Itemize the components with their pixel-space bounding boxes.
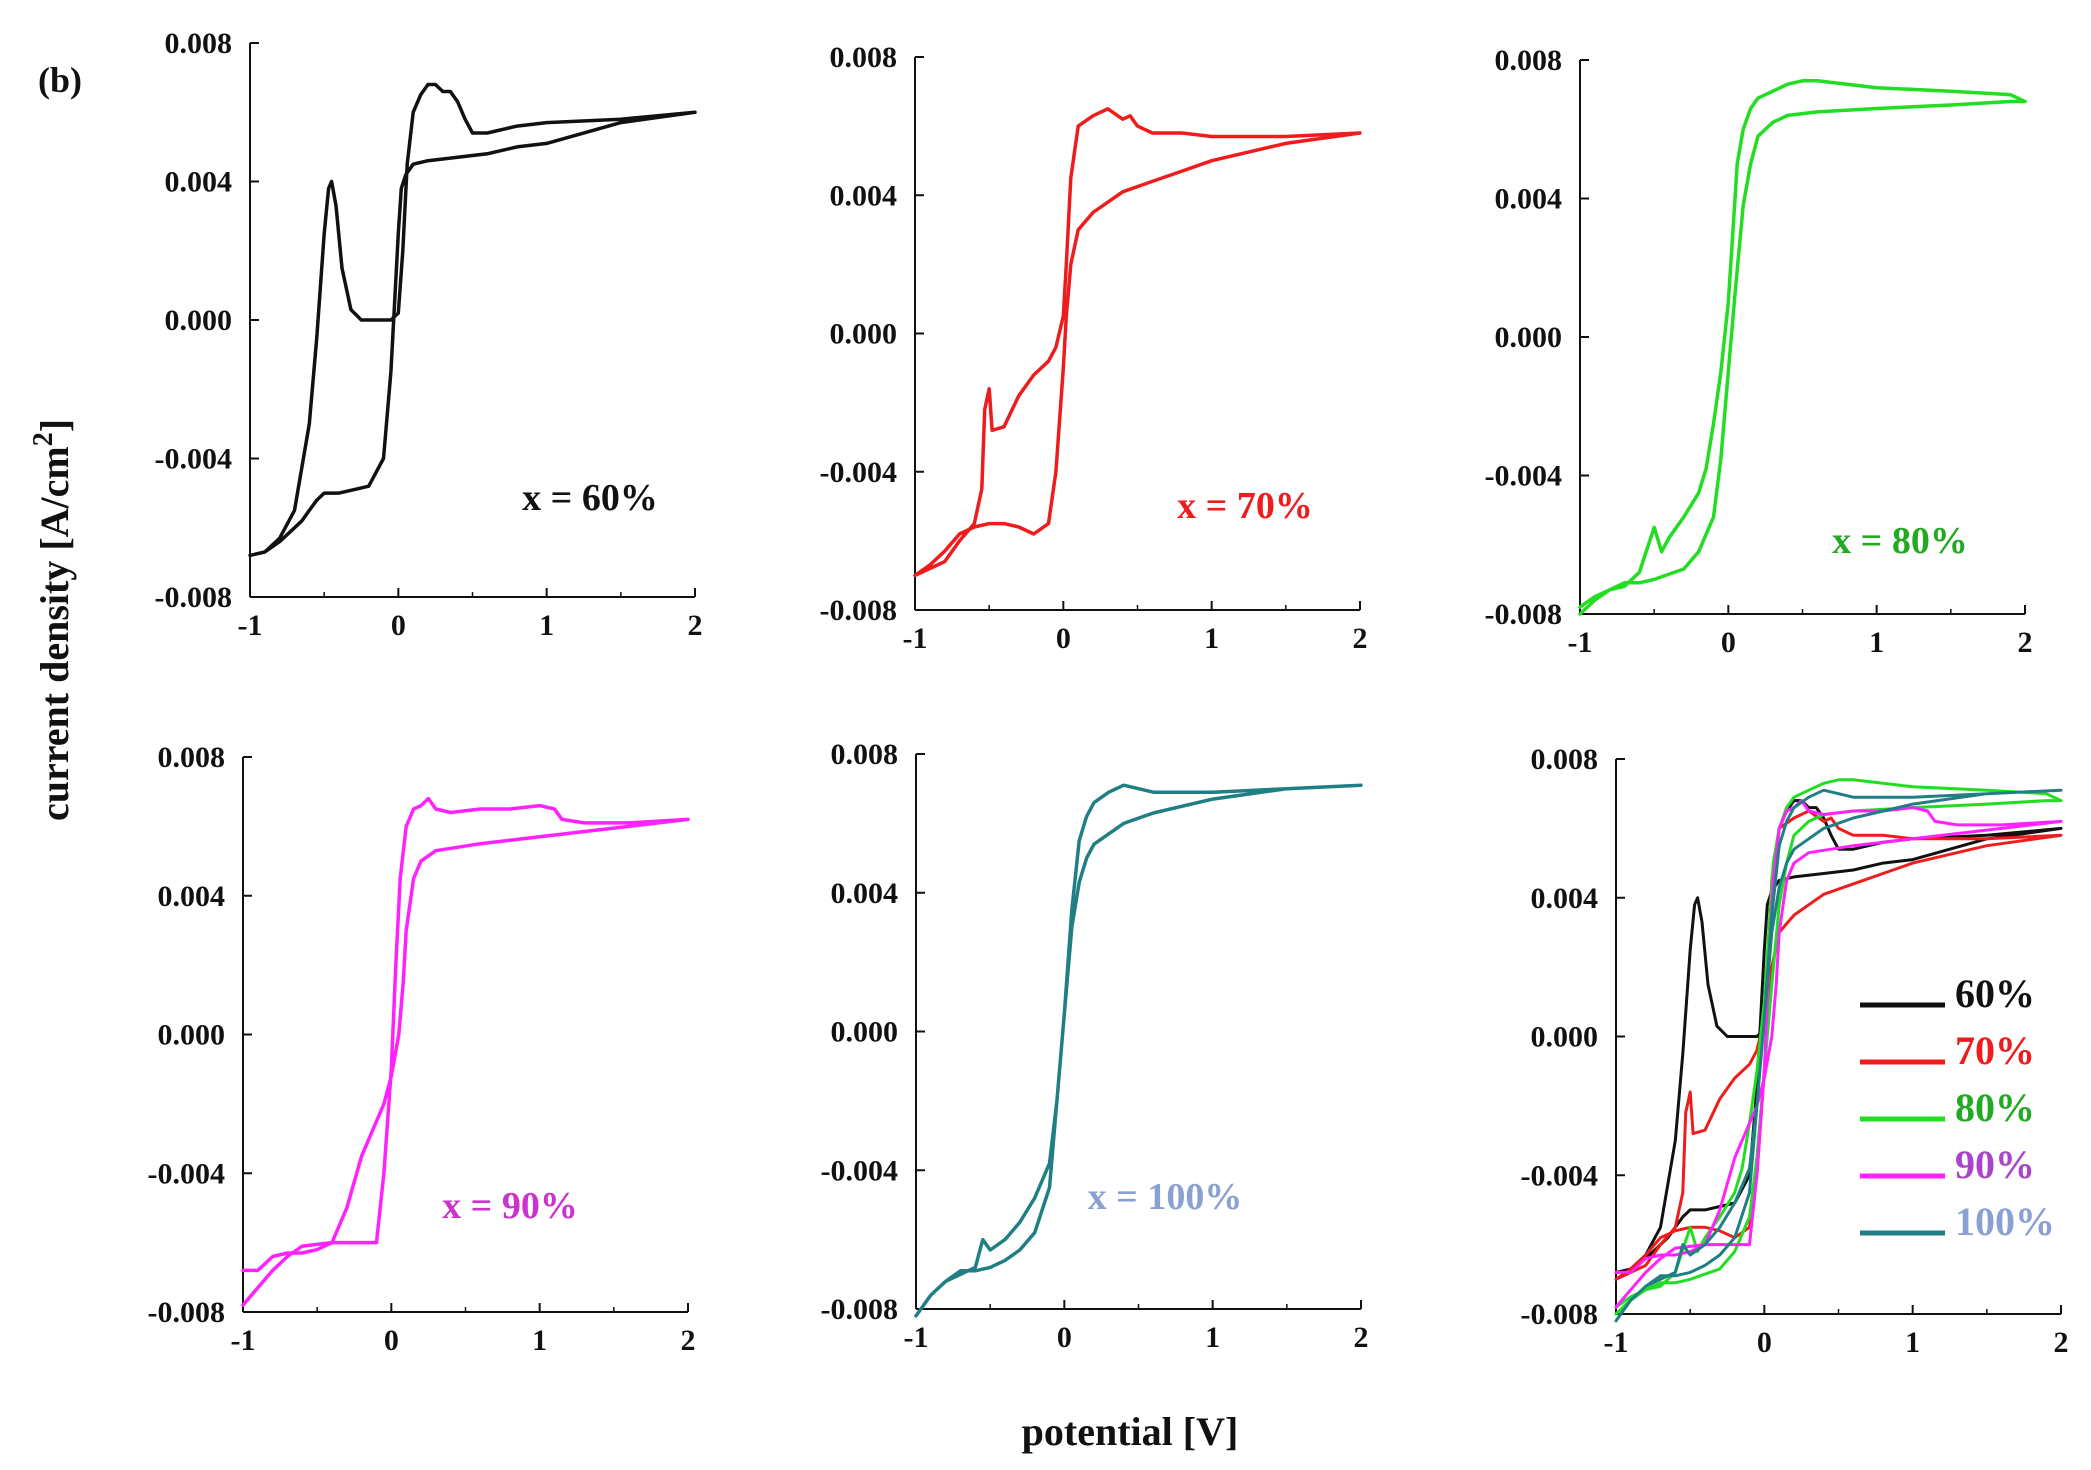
y-tick-label: -0.008: [155, 581, 233, 614]
y-tick-label: 0.008: [1531, 743, 1599, 776]
panel-label: x = 60%: [522, 477, 658, 519]
series-line-100pct: [1614, 788, 2063, 1323]
y-tick-label: -0.008: [820, 594, 898, 627]
x-tick-label: 2: [681, 1324, 696, 1357]
y-tick-label: 0.004: [831, 877, 899, 910]
x-tick-label: 2: [1353, 622, 1368, 655]
y-tick-label: -0.004: [821, 1154, 899, 1187]
y-tick-label: 0.000: [1531, 1021, 1599, 1054]
y-axis-title: current density [A/cm2]: [28, 419, 77, 821]
y-tick-label: 0.004: [158, 880, 226, 913]
series-line-100pct: [914, 783, 1363, 1318]
x-tick-label: 1: [1205, 1321, 1220, 1354]
legend-label: 90%: [1955, 1142, 2035, 1187]
x-tick-label: 0: [384, 1324, 399, 1357]
y-tick-label: 0.008: [158, 741, 226, 774]
y-tick-label: 0.004: [1495, 183, 1563, 216]
y-tick-label: -0.004: [148, 1157, 226, 1190]
figure-label: (b): [38, 60, 82, 100]
y-tick-label: 0.000: [831, 1016, 899, 1049]
y-axis-title-sup: 2: [28, 432, 59, 446]
panel-label: x = 100%: [1088, 1176, 1243, 1218]
y-axis-title-main: current density [A/cm: [32, 446, 77, 821]
y-tick-label: 0.000: [1495, 321, 1563, 354]
series-line-80pct: [1578, 79, 2027, 616]
y-tick-label: 0.004: [1531, 882, 1599, 915]
y-tick-label: -0.008: [821, 1293, 899, 1326]
x-tick-label: -1: [1604, 1326, 1629, 1359]
y-tick-label: -0.004: [820, 456, 898, 489]
y-tick-label: 0.000: [158, 1019, 226, 1052]
y-tick-label: -0.008: [1521, 1298, 1599, 1331]
series-line-90pct: [241, 796, 690, 1307]
chart-panel-5: 0.008 0.004 0.000 -0.004 -0.008-1 0 1 2 x = 100%: [821, 738, 1369, 1354]
x-tick-label: 1: [1204, 622, 1219, 655]
x-tick-label: 2: [688, 609, 703, 642]
panel-label: x = 80%: [1832, 520, 1968, 562]
y-tick-label: 0.000: [830, 318, 898, 351]
legend-label: 80%: [1955, 1085, 2035, 1130]
y-tick-label: 0.004: [830, 179, 898, 212]
x-tick-label: 1: [1869, 626, 1884, 659]
x-tick-label: -1: [231, 1324, 256, 1357]
panel-label: x = 70%: [1177, 485, 1313, 527]
x-tick-label: -1: [904, 1321, 929, 1354]
x-axis-title: potential [V]: [1022, 1409, 1239, 1454]
x-tick-label: 0: [1757, 1326, 1772, 1359]
y-tick-label: 0.004: [165, 166, 233, 199]
y-tick-label: -0.004: [1521, 1159, 1599, 1192]
x-tick-label: 0: [1057, 1321, 1072, 1354]
series-line-60pct: [248, 82, 697, 558]
x-tick-label: -1: [1568, 626, 1593, 659]
series-line-90pct: [1614, 799, 2063, 1309]
y-tick-label: 0.000: [165, 304, 233, 337]
series-line-80pct: [1614, 778, 2063, 1316]
x-tick-label: 1: [1905, 1326, 1920, 1359]
y-tick-label: -0.008: [148, 1296, 226, 1329]
x-tick-label: 1: [539, 609, 554, 642]
x-tick-label: 2: [2018, 626, 2033, 659]
y-tick-label: 0.008: [165, 27, 233, 60]
x-tick-label: 0: [1056, 622, 1071, 655]
legend-label: 70%: [1955, 1028, 2035, 1073]
chart-panel-2: 0.008 0.004 0.000 -0.004 -0.008-1 0 1 2 x = 70%: [820, 41, 1368, 655]
x-tick-label: 1: [532, 1324, 547, 1357]
panel-label: x = 90%: [442, 1185, 578, 1227]
y-tick-label: -0.004: [1485, 460, 1563, 493]
series-line-70pct: [913, 107, 1362, 578]
legend-label: 60%: [1955, 971, 2035, 1016]
x-tick-label: 2: [1354, 1321, 1369, 1354]
x-tick-label: 2: [2054, 1326, 2069, 1359]
x-tick-label: 0: [391, 609, 406, 642]
chart-panel-3: 0.008 0.004 0.000 -0.004 -0.008-1 0 1 2 x = 80%: [1485, 44, 2033, 659]
y-tick-label: -0.008: [1485, 598, 1563, 631]
y-tick-label: 0.008: [831, 738, 899, 771]
chart-panel-4: 0.008 0.004 0.000 -0.004 -0.008-1 0 1 2 x = 90%: [148, 741, 696, 1357]
legend-label: 100%: [1955, 1199, 2055, 1244]
y-tick-label: 0.008: [1495, 44, 1563, 77]
chart-panel-6: 0.008 0.004 0.000 -0.004 -0.008-1 0 1 2 60% 70% 80…: [1521, 743, 2069, 1359]
legend: 60% 70% 80% 90% 100%: [1860, 971, 2055, 1244]
x-tick-label: -1: [903, 622, 928, 655]
x-tick-label: -1: [238, 609, 263, 642]
y-axis-title-close: ]: [32, 419, 77, 432]
x-tick-label: 0: [1721, 626, 1736, 659]
y-tick-label: -0.004: [155, 443, 233, 476]
y-tick-label: 0.008: [830, 41, 898, 74]
chart-panel-1: 0.008 0.004 0.000 -0.004 -0.008-1 0 1 2 x = 60%: [155, 27, 703, 642]
